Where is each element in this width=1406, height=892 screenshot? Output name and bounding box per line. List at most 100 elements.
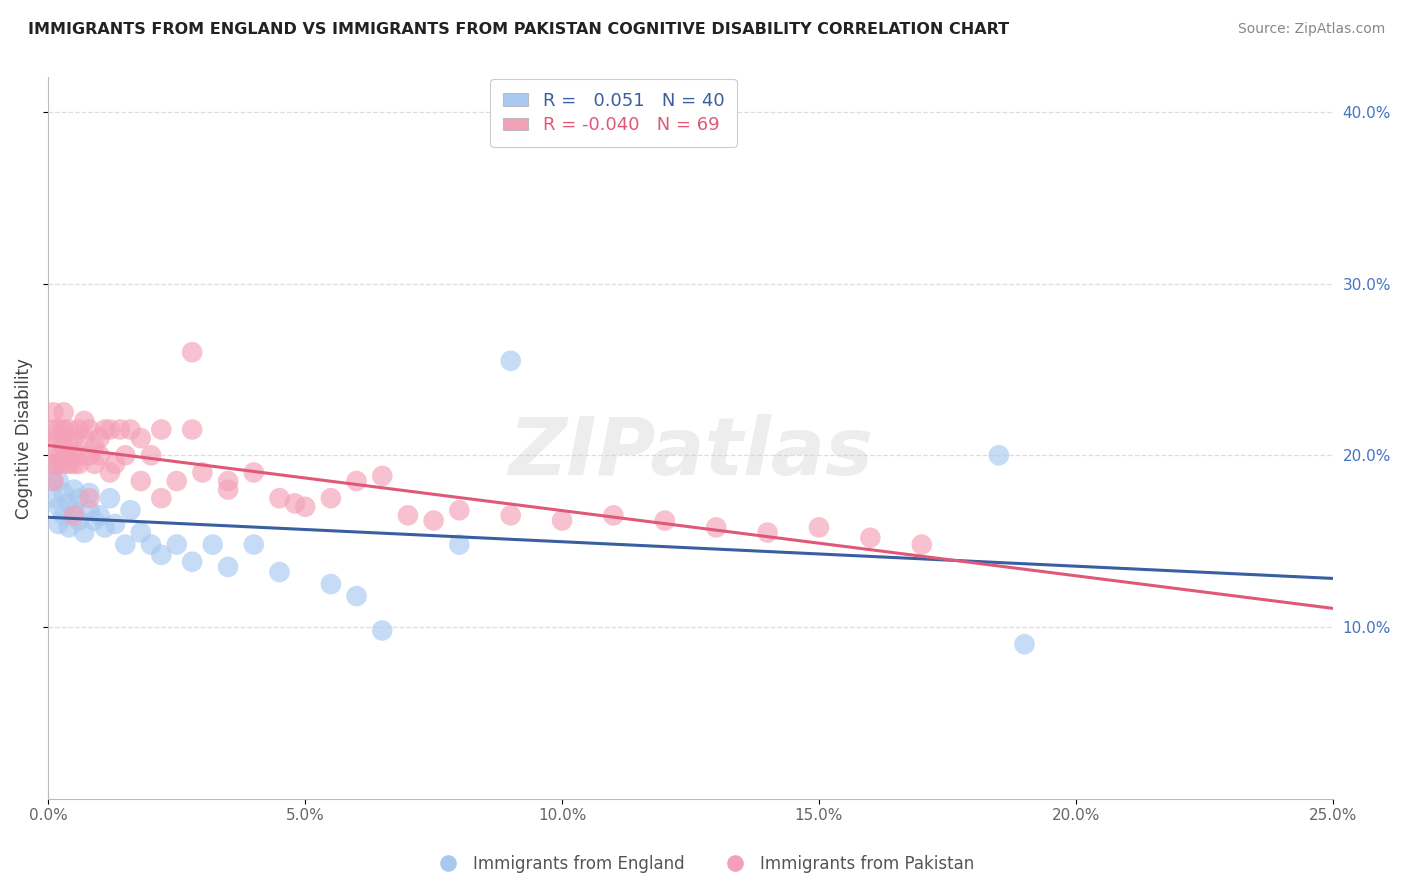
Point [139,538,162,552]
Point [83,514,105,528]
Text: IMMIGRANTS FROM ENGLAND VS IMMIGRANTS FROM PAKISTAN COGNITIVE DISABILITY CORRELA: IMMIGRANTS FROM ENGLAND VS IMMIGRANTS FR… [28,22,1010,37]
Point [63,508,86,523]
Point [42,423,65,437]
Point [63,503,86,517]
Point [98,491,121,506]
Text: ZIPatlas: ZIPatlas [508,414,873,491]
Point [42,474,65,488]
Point [58,520,80,534]
Point [181,423,204,437]
Point [104,457,127,471]
Point [83,457,105,471]
Point [217,560,239,574]
Point [67,457,90,471]
Point [67,423,90,437]
Point [52,405,75,419]
Point [89,431,111,445]
Point [284,496,307,510]
Point [129,474,152,488]
Legend: R =   0.051   N = 40, R = -0.040   N = 69: R = 0.051 N = 40, R = -0.040 N = 69 [491,79,737,147]
Point [346,474,368,488]
Point [67,491,90,506]
Point [58,440,80,454]
Point [52,457,75,471]
Point [89,508,111,523]
Point [269,491,291,506]
Point [129,431,152,445]
Point [67,448,90,462]
Point [371,624,394,638]
Point [42,457,65,471]
Point [48,423,70,437]
Point [269,565,291,579]
Point [319,491,342,506]
Point [83,440,105,454]
Legend: Immigrants from England, Immigrants from Pakistan: Immigrants from England, Immigrants from… [425,848,981,880]
Point [42,440,65,454]
Point [48,500,70,514]
Point [94,520,117,534]
Point [602,508,624,523]
Point [756,525,779,540]
Point [294,500,316,514]
Point [217,474,239,488]
Point [150,491,173,506]
Point [104,516,127,531]
Point [73,525,96,540]
Point [120,503,142,517]
Point [42,474,65,488]
Point [79,503,101,517]
Point [52,508,75,523]
Point [217,483,239,497]
Point [859,531,882,545]
Point [346,589,368,603]
Point [319,577,342,591]
Point [449,503,471,517]
Point [73,414,96,428]
Point [807,520,830,534]
Point [499,508,522,523]
Point [73,431,96,445]
Point [911,538,934,552]
Point [551,514,574,528]
Point [94,423,117,437]
Point [704,520,727,534]
Point [201,538,224,552]
Point [63,483,86,497]
Point [63,448,86,462]
Point [48,474,70,488]
Point [243,538,266,552]
Point [63,457,86,471]
Point [63,431,86,445]
Point [58,496,80,510]
Point [52,423,75,437]
Point [52,486,75,500]
Point [48,457,70,471]
Y-axis label: Cognitive Disability: Cognitive Disability [15,358,32,518]
Point [114,538,136,552]
Point [48,448,70,462]
Point [422,514,444,528]
Point [987,448,1010,462]
Point [166,538,188,552]
Point [42,491,65,506]
Point [79,423,101,437]
Point [150,423,173,437]
Point [191,466,214,480]
Point [79,491,101,506]
Point [48,516,70,531]
Point [181,555,204,569]
Point [150,548,173,562]
Point [48,431,70,445]
Point [98,423,121,437]
Point [371,469,394,483]
Point [396,508,419,523]
Point [58,457,80,471]
Point [67,514,90,528]
Point [79,486,101,500]
Point [42,405,65,419]
Text: Source: ZipAtlas.com: Source: ZipAtlas.com [1237,22,1385,37]
Point [89,448,111,462]
Point [449,538,471,552]
Point [499,354,522,368]
